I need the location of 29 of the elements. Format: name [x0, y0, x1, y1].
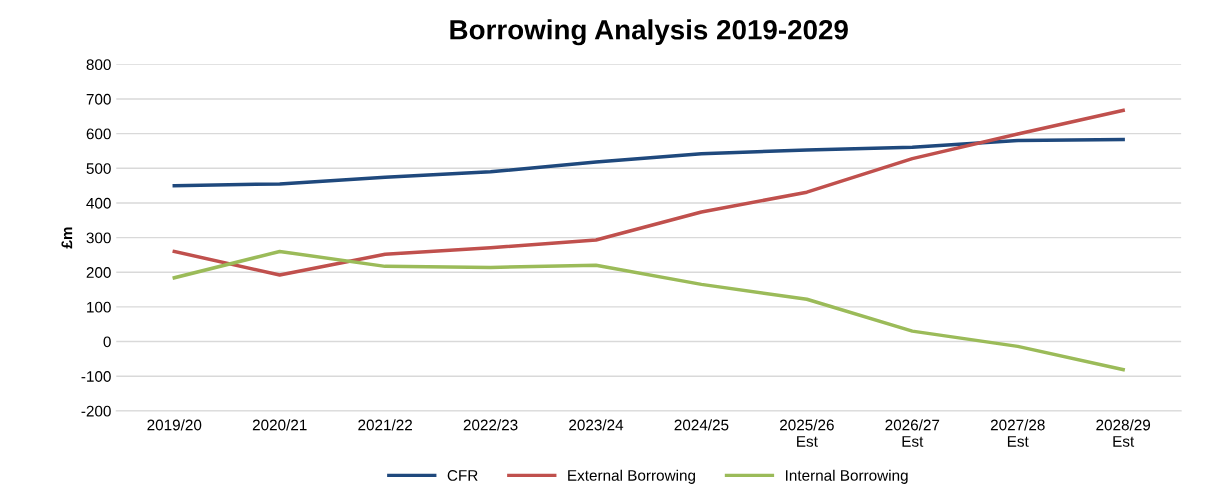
y-axis-title: £m: [61, 227, 73, 249]
x-tick-label: 2022/23: [463, 419, 518, 431]
y-tick-label: 500: [86, 163, 111, 174]
y-tick-label: 300: [86, 232, 111, 244]
legend-label: CFR: [447, 470, 478, 481]
y-tick-label: 100: [87, 301, 111, 313]
x-tick-label: 2025/26 Est: [780, 419, 834, 447]
y-tick-label: 700: [86, 93, 111, 105]
y-tick-label: 600: [86, 128, 111, 140]
x-tick-label: 2021/22: [358, 419, 412, 431]
x-tick-label: 2020/21: [252, 419, 307, 431]
y-tick-label: 200: [86, 267, 111, 278]
line-series: [172, 137, 1125, 188]
y-tick-label: 0: [103, 336, 111, 348]
y-tick-label: 800: [86, 59, 111, 71]
y-tick-label: 400: [86, 197, 111, 209]
chart-title: Borrowing Analysis 2019-2029: [450, 19, 848, 46]
x-tick-label: 2026/27 Est: [885, 419, 940, 447]
legend-label: Internal Borrowing: [786, 469, 908, 484]
x-tick-label: 2027/28 Est: [990, 419, 1045, 447]
line-series: [172, 249, 1125, 372]
line-series: [172, 108, 1125, 277]
x-tick-label: 2024/25: [674, 419, 729, 431]
x-tick-label: 2023/24: [569, 419, 624, 431]
y-tick-label: -100: [81, 371, 111, 382]
x-tick-label: 2028/29 Est: [1096, 419, 1151, 447]
legend-label: External Borrowing: [568, 469, 696, 484]
x-tick-label: 2019/20: [147, 419, 202, 431]
y-tick-label: -200: [81, 405, 111, 417]
